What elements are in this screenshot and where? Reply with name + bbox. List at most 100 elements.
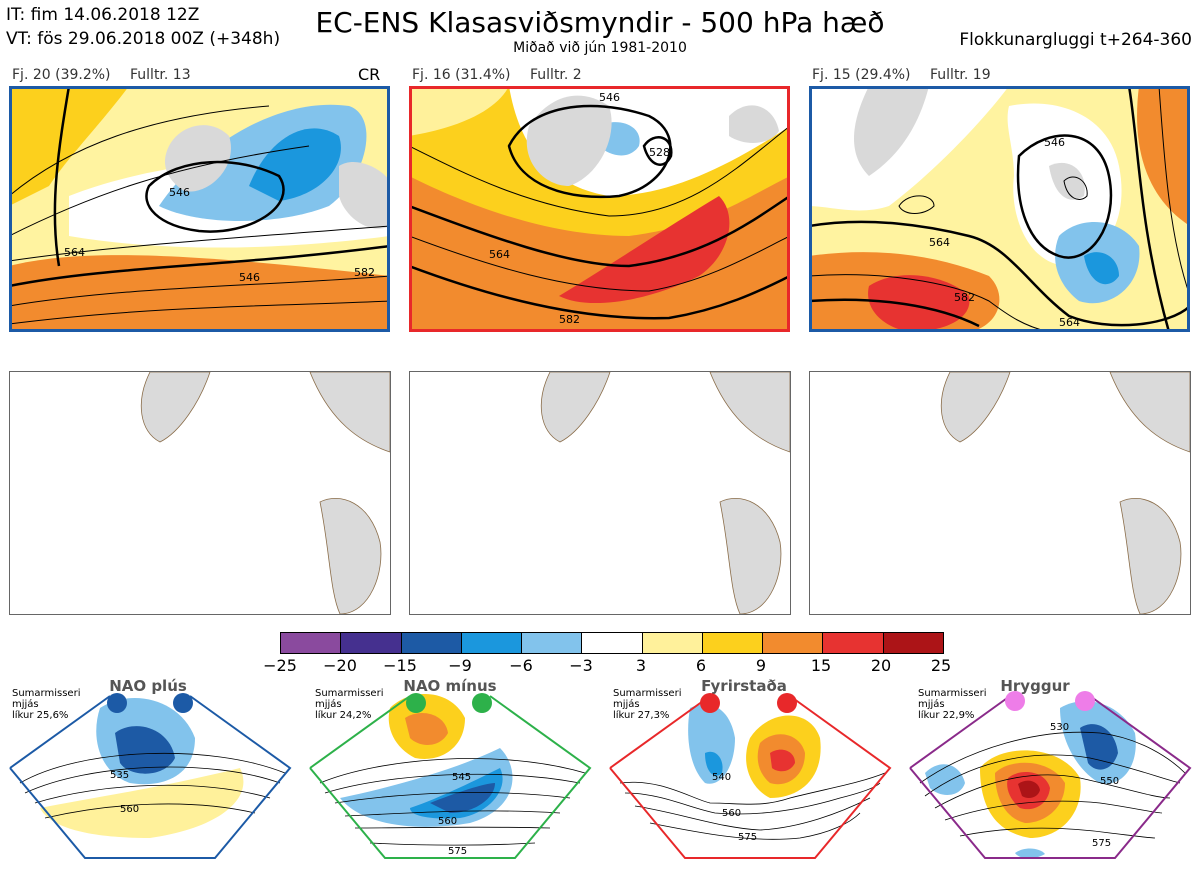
cluster1-label: 546 — [169, 186, 190, 199]
regime1-info: Sumarmisseri mjjás líkur 25,6% — [12, 688, 80, 721]
colorbar-tick: 25 — [930, 656, 952, 675]
regime2-map: 545 560 575 — [309, 694, 592, 859]
colorbar-tick: −3 — [569, 656, 593, 675]
colorbar-tick: 20 — [870, 656, 892, 675]
colorbar-tick: 3 — [635, 656, 647, 675]
cluster2-label: 546 — [599, 91, 620, 104]
cluster2-rep: Fulltr. 2 — [530, 67, 582, 83]
cluster3-count: Fj. 15 (29.4%) — [812, 67, 911, 83]
regime1-prob: líkur 25,6% — [12, 710, 69, 721]
regime4-map: 530 550 575 — [909, 695, 1192, 859]
regime3-label: 575 — [738, 832, 757, 843]
regime1-season: Sumarmisseri — [12, 688, 81, 699]
cluster3-label: 546 — [1044, 136, 1065, 149]
colorbar-swatch — [642, 633, 703, 653]
cluster1-label: 546 — [239, 271, 260, 284]
colorbar-swatch — [763, 633, 824, 653]
regime3-label: 560 — [722, 808, 741, 819]
cluster1-label: 564 — [64, 246, 85, 259]
regime2-season: Sumarmisseri — [315, 688, 384, 699]
regime2-prob: líkur 24,2% — [315, 710, 372, 721]
regime1-freq: mjjás — [12, 699, 39, 710]
colorbar-swatch — [281, 633, 342, 653]
empty-map-2 — [409, 371, 791, 615]
regime2-freq: mjjás — [315, 699, 342, 710]
cluster2-label: 528 — [649, 146, 670, 159]
colorbar-tick: −15 — [383, 656, 417, 675]
colorbar — [280, 632, 944, 654]
regime4-prob: líkur 22,9% — [918, 710, 975, 721]
regime3-season: Sumarmisseri — [613, 688, 682, 699]
regime1-dot — [173, 693, 193, 713]
colorbar-tick: −6 — [509, 656, 533, 675]
regime2-dot — [406, 693, 426, 713]
colorbar-tick: −9 — [448, 656, 472, 675]
regime3-dot — [700, 693, 720, 713]
colorbar-swatch — [582, 633, 643, 653]
regime1-title: NAO plús — [109, 677, 187, 695]
cluster3-rep: Fulltr. 19 — [930, 67, 991, 83]
colorbar-swatch — [522, 633, 583, 653]
regime4-label: 575 — [1092, 838, 1111, 849]
regime3-map: 540 560 575 — [609, 695, 892, 859]
regime4-title: Hryggur — [1000, 677, 1070, 695]
regime2-label: 560 — [438, 816, 457, 827]
cluster1-map: 546 546 582 564 — [9, 86, 390, 332]
empty-map-3 — [809, 371, 1191, 615]
cluster-window: Flokkunargluggi t+264-360 — [959, 30, 1192, 50]
cluster1-label: 582 — [354, 266, 375, 279]
empty-map-1 — [9, 371, 391, 615]
regime3-title: Fyrirstaða — [701, 677, 787, 695]
colorbar-swatch — [823, 633, 884, 653]
colorbar-swatch — [341, 633, 402, 653]
regime2-label: 575 — [448, 846, 467, 857]
cluster1-count: Fj. 20 (39.2%) — [12, 67, 111, 83]
regime1-dot — [107, 693, 127, 713]
cluster3-label: 582 — [954, 291, 975, 304]
regime1-label: 535 — [110, 770, 129, 781]
regime4-dot — [1005, 691, 1025, 711]
regime2-label: 545 — [452, 772, 471, 783]
colorbar-swatch — [883, 633, 943, 653]
colorbar-swatch — [461, 633, 523, 653]
regime3-prob: líkur 27,3% — [613, 710, 670, 721]
cluster3-label: 564 — [1059, 316, 1080, 329]
regime2-dot — [472, 693, 492, 713]
colorbar-tick: 15 — [810, 656, 832, 675]
colorbar-tick: 9 — [755, 656, 767, 675]
cluster2-frame — [409, 86, 790, 332]
page-title: EC-ENS Klasasviðsmyndir - 500 hPa hæð — [315, 6, 885, 39]
cluster2-label: 582 — [559, 313, 580, 326]
regime3-info: Sumarmisseri mjjás líkur 27,3% — [613, 688, 681, 721]
regime3-dot — [777, 693, 797, 713]
cluster1-frame — [9, 86, 390, 332]
cluster2-label: 564 — [489, 248, 510, 261]
init-time: IT: fim 14.06.2018 12Z — [6, 5, 200, 25]
regime1-map: 535 560 — [9, 695, 292, 859]
regime3-freq: mjjás — [613, 699, 640, 710]
regime1-label: 560 — [120, 804, 139, 815]
colorbar-tick: −25 — [263, 656, 297, 675]
regime2-title: NAO mínus — [403, 677, 497, 695]
regime4-freq: mjjás — [918, 699, 945, 710]
cluster1-tag: CR — [358, 65, 381, 84]
regime4-season: Sumarmisseri — [918, 688, 987, 699]
cluster1-rep: Fulltr. 13 — [130, 67, 191, 83]
valid-time: VT: fös 29.06.2018 00Z (+348h) — [6, 29, 281, 49]
colorbar-tick: −20 — [323, 656, 357, 675]
regime4-label: 530 — [1050, 722, 1069, 733]
regime4-label: 550 — [1100, 776, 1119, 787]
regime2-info: Sumarmisseri mjjás líkur 24,2% — [315, 688, 383, 721]
regime4-info: Sumarmisseri mjjás líkur 22,9% — [918, 688, 986, 721]
colorbar-tick: 6 — [695, 656, 707, 675]
page-subtitle: Miðað við jún 1981-2010 — [513, 40, 687, 56]
colorbar-swatch — [401, 633, 462, 653]
colorbar-swatch — [702, 633, 764, 653]
cluster3-frame — [809, 86, 1190, 332]
regime3-label: 540 — [712, 772, 731, 783]
regime4-dot — [1075, 691, 1095, 711]
cluster3-label: 564 — [929, 236, 950, 249]
cluster2-map: 564 582 528 546 — [409, 86, 790, 332]
cluster2-count: Fj. 16 (31.4%) — [412, 67, 511, 83]
cluster3-map: 564 582 564 546 — [809, 86, 1190, 332]
